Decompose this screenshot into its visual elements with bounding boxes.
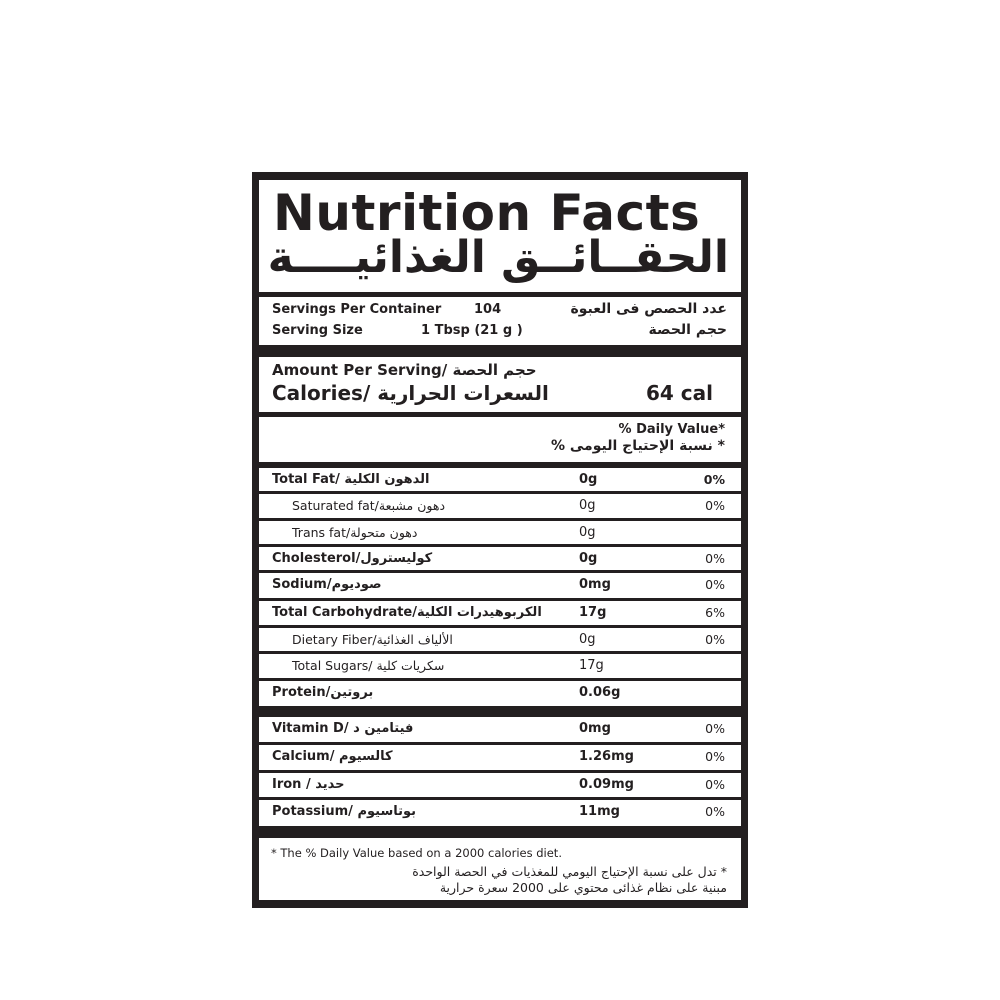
- mineral-row: Iron / حديد 0.09mg 0%: [259, 773, 741, 797]
- nutrient-amount: 0g: [579, 498, 596, 513]
- nutrient-row: Cholesterol/كوليسترول 0g 0%: [259, 547, 741, 570]
- nutrient-label: Cholesterol/كوليسترول: [272, 551, 433, 566]
- nutrient-amount: 0g: [579, 551, 598, 566]
- nutrient-amount: 0mg: [579, 577, 611, 592]
- title-arabic: الحقــائــق الغذائيــــة: [267, 232, 729, 283]
- nutrient-daily-value: 0%: [705, 551, 725, 566]
- footnote-arabic-line1: * تدل على نسبة الإحتياج اليومي للمغذيات …: [412, 864, 727, 879]
- nutrient-daily-value: 0%: [705, 804, 725, 819]
- nutrient-label: Saturated fat/دهون مشبعة: [292, 498, 446, 513]
- footnote-arabic-line2: مبنية على نظام غذائى محتوي على 2000 سعرة…: [439, 880, 727, 895]
- nutrient-amount: 11mg: [579, 804, 620, 819]
- nutrient-label: Protein/بروتين: [272, 685, 374, 700]
- nutrient-row: Total Carbohydrate/الكربوهيدرات الكلية 17…: [259, 601, 741, 625]
- nutrient-label: Total Sugars/ سكريات كلية: [292, 658, 445, 673]
- nutrient-daily-value: 0%: [705, 721, 725, 736]
- nutrient-label: Total Carbohydrate/الكربوهيدرات الكلية: [272, 605, 542, 620]
- daily-value-arabic: * نسبة الإحتياج اليومى %: [550, 438, 725, 454]
- servings-per-container-arabic: عدد الحصص فى العبوة: [570, 301, 727, 317]
- nutrient-amount: 0.09mg: [579, 777, 634, 792]
- serving-size-value: 1 Tbsp (21 g ): [421, 323, 523, 338]
- nutrient-row: Dietary Fiber/الألياف الغذائية 0g 0%: [259, 628, 741, 651]
- nutrient-label: Total Fat/ الدهون الكلية: [272, 472, 430, 487]
- nutrient-daily-value: 0%: [705, 749, 725, 764]
- nutrient-label: Dietary Fiber/الألياف الغذائية: [292, 632, 453, 647]
- nutrient-amount: 17g: [579, 658, 604, 673]
- nutrient-label: Sodium/صوديوم: [272, 577, 382, 592]
- footnote-english: * The % Daily Value based on a 2000 calo…: [271, 846, 562, 860]
- mineral-row: Calcium/ كالسيوم 1.26mg 0%: [259, 745, 741, 770]
- nutrient-daily-value: 0%: [705, 777, 725, 792]
- nutrient-label: Calcium/ كالسيوم: [272, 749, 393, 764]
- amount-section: Amount Per Serving/ حجم الحصة Calories/ …: [259, 357, 741, 412]
- nutrition-facts-label: Nutrition Facts الحقــائــق الغذائيــــة…: [252, 172, 748, 908]
- nutrient-amount: 0g: [579, 525, 596, 540]
- nutrient-label: Vitamin D/ فيتامين د: [272, 721, 414, 736]
- title-english: Nutrition Facts: [273, 184, 701, 242]
- nutrient-label: Iron / حديد: [272, 777, 345, 792]
- serving-size-label: Serving Size: [272, 323, 363, 338]
- nutrient-daily-value: 6%: [705, 605, 725, 620]
- nutrient-row: Total Sugars/ سكريات كلية 17g: [259, 654, 741, 678]
- servings-per-container-label: Servings Per Container: [272, 302, 442, 317]
- nutrient-amount: 0g: [579, 632, 596, 647]
- calories-label: Calories/ السعرات الحرارية: [272, 381, 549, 405]
- mineral-row: Vitamin D/ فيتامين د 0mg 0%: [259, 717, 741, 742]
- daily-value-english: % Daily Value*: [618, 422, 725, 437]
- nutrient-daily-value: 0%: [703, 472, 725, 487]
- serving-size-arabic: حجم الحصة: [648, 322, 727, 338]
- nutrient-amount: 17g: [579, 605, 607, 620]
- nutrient-amount: 0g: [579, 472, 598, 487]
- title-section: Nutrition Facts الحقــائــق الغذائيــــة: [259, 180, 741, 292]
- nutrient-amount: 0mg: [579, 721, 611, 736]
- nutrient-amount: 1.26mg: [579, 749, 634, 764]
- servings-section: Servings Per Container 104 عدد الحصص فى …: [259, 297, 741, 345]
- nutrient-daily-value: 0%: [705, 577, 725, 592]
- nutrient-amount: 0.06g: [579, 685, 621, 700]
- nutrient-row: Sodium/صوديوم 0mg 0%: [259, 573, 741, 598]
- nutrient-row: Protein/بروتين 0.06g: [259, 681, 741, 706]
- nutrient-label: Potassium/ بوتاسيوم: [272, 804, 417, 819]
- nutrient-daily-value: 0%: [705, 632, 725, 647]
- nutrient-row: Trans fat/دهون متحولة 0g: [259, 521, 741, 544]
- mineral-row: Potassium/ بوتاسيوم 11mg 0%: [259, 800, 741, 826]
- nutrient-row: Saturated fat/دهون مشبعة 0g 0%: [259, 494, 741, 518]
- nutrient-label: Trans fat/دهون متحولة: [292, 525, 418, 540]
- nutrient-row: Total Fat/ الدهون الكلية 0g 0%: [259, 468, 741, 491]
- footnote-section: * The % Daily Value based on a 2000 calo…: [259, 838, 741, 900]
- servings-per-container-value: 104: [474, 302, 502, 317]
- nutrient-daily-value: 0%: [705, 498, 725, 513]
- amount-per-serving: Amount Per Serving/ حجم الحصة: [272, 361, 537, 379]
- daily-value-header: % Daily Value* * نسبة الإحتياج اليومى %: [259, 417, 741, 462]
- calories-value: 64 cal: [646, 381, 714, 405]
